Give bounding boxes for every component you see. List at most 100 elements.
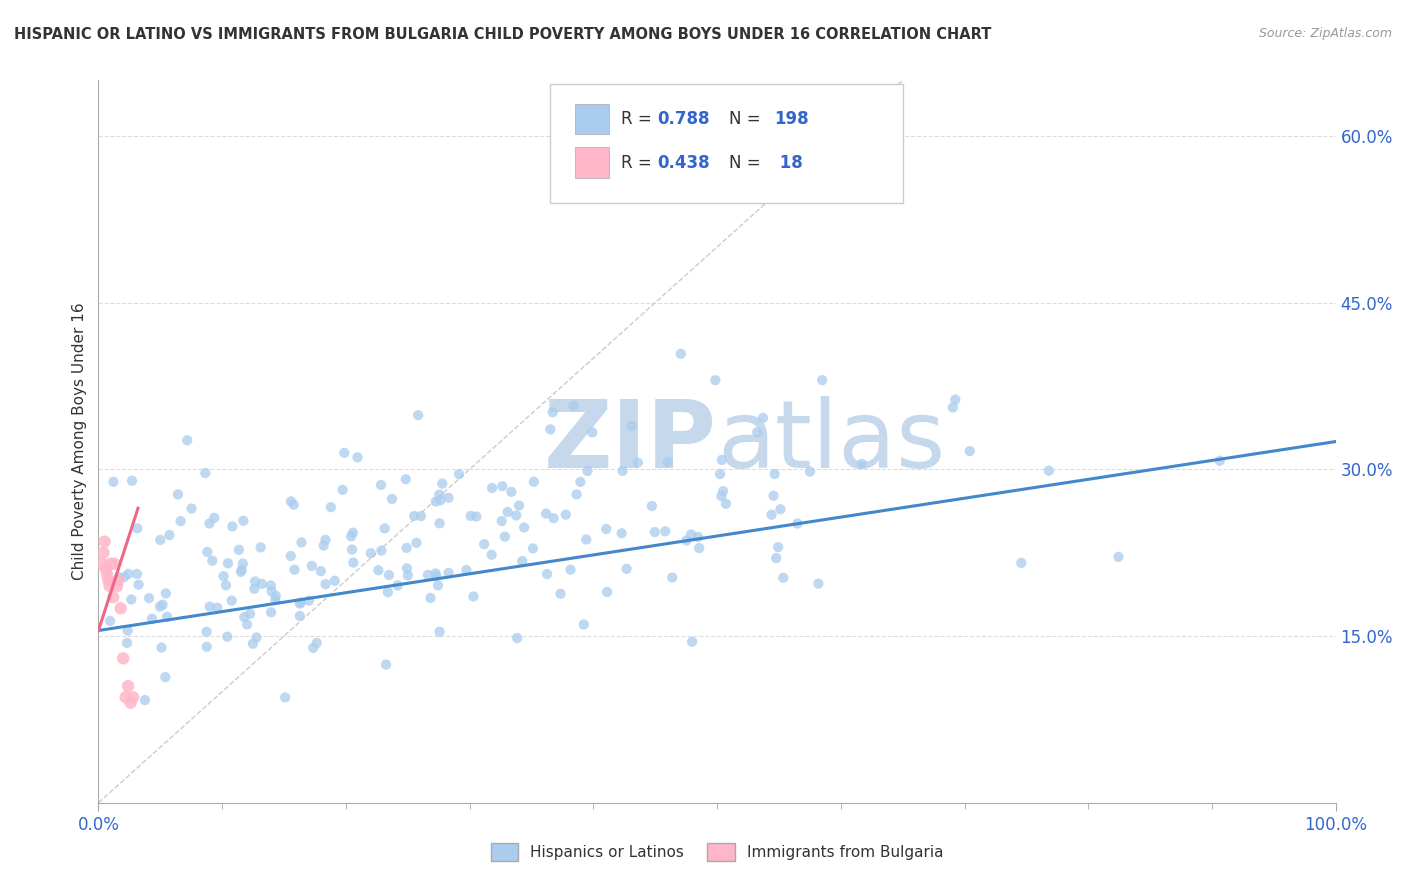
Point <box>228 542 250 557</box>
Point <box>491 514 513 528</box>
Point <box>122 690 145 705</box>
Point <box>374 521 396 535</box>
Point <box>538 422 561 436</box>
Point <box>94 562 117 576</box>
Point <box>155 670 177 684</box>
Point <box>610 526 633 541</box>
Point <box>395 541 418 555</box>
Point <box>437 566 460 580</box>
Point <box>711 484 734 499</box>
Point <box>675 533 697 548</box>
Point <box>96 568 118 582</box>
Text: 198: 198 <box>773 111 808 128</box>
Text: ZIP: ZIP <box>544 395 717 488</box>
FancyBboxPatch shape <box>575 147 609 178</box>
Point <box>704 373 727 387</box>
Point <box>432 476 454 491</box>
Point <box>425 566 447 581</box>
Point <box>105 579 128 593</box>
Point <box>943 392 966 407</box>
Point <box>543 511 565 525</box>
Point <box>217 630 239 644</box>
Point <box>595 522 617 536</box>
Point <box>114 690 136 705</box>
Point <box>596 585 619 599</box>
Point <box>103 557 125 571</box>
Point <box>194 466 217 480</box>
Point <box>404 508 426 523</box>
Point <box>127 521 149 535</box>
Point <box>377 585 399 599</box>
Point <box>340 529 363 543</box>
Point <box>425 494 447 508</box>
Point <box>239 607 262 621</box>
Text: 0.438: 0.438 <box>658 153 710 171</box>
Point <box>581 425 603 440</box>
Point <box>409 509 432 524</box>
Point <box>236 617 259 632</box>
Point <box>396 568 419 582</box>
Point <box>360 546 382 560</box>
Point <box>406 408 429 422</box>
Point <box>93 546 115 560</box>
Point <box>449 467 471 482</box>
Point <box>709 467 731 481</box>
Point <box>481 548 503 562</box>
Point <box>437 491 460 505</box>
Point <box>387 578 409 592</box>
Point <box>811 373 834 387</box>
Point <box>769 502 792 516</box>
Point <box>491 479 513 493</box>
Point <box>221 519 243 533</box>
Point <box>494 530 516 544</box>
Point <box>481 481 503 495</box>
Point <box>242 637 264 651</box>
Point <box>233 610 256 624</box>
Point <box>260 578 283 592</box>
Point <box>752 410 775 425</box>
Point <box>510 554 533 568</box>
Point <box>195 624 218 639</box>
Point <box>505 508 527 523</box>
Point <box>314 533 336 547</box>
Point <box>576 464 599 478</box>
Text: 18: 18 <box>773 153 803 171</box>
Point <box>156 609 179 624</box>
Point <box>301 558 323 573</box>
Y-axis label: Child Poverty Among Boys Under 16: Child Poverty Among Boys Under 16 <box>72 302 87 581</box>
Point <box>762 489 785 503</box>
Point <box>616 562 638 576</box>
Point <box>506 631 529 645</box>
Point <box>120 696 142 710</box>
Point <box>562 399 585 413</box>
Point <box>205 600 228 615</box>
Point <box>264 589 287 603</box>
Text: R =: R = <box>620 111 657 128</box>
Point <box>565 487 588 501</box>
Point <box>378 568 401 582</box>
Point <box>117 679 139 693</box>
Point <box>274 690 297 705</box>
Point <box>342 525 364 540</box>
Point <box>763 467 786 481</box>
Point <box>427 487 450 501</box>
Text: N =: N = <box>730 111 766 128</box>
Point <box>138 591 160 606</box>
Point <box>472 537 495 551</box>
Point <box>714 497 737 511</box>
Point <box>232 514 254 528</box>
Point <box>91 557 114 571</box>
Point <box>195 640 218 654</box>
Point <box>375 657 398 672</box>
Point <box>575 533 598 547</box>
Point <box>429 493 451 508</box>
Point <box>110 601 132 615</box>
Point <box>290 595 312 609</box>
Point <box>612 464 634 478</box>
Point <box>419 591 441 605</box>
Point <box>710 489 733 503</box>
Point <box>534 507 557 521</box>
Text: 0.788: 0.788 <box>658 111 710 128</box>
Point <box>686 530 709 544</box>
Point <box>315 577 337 591</box>
